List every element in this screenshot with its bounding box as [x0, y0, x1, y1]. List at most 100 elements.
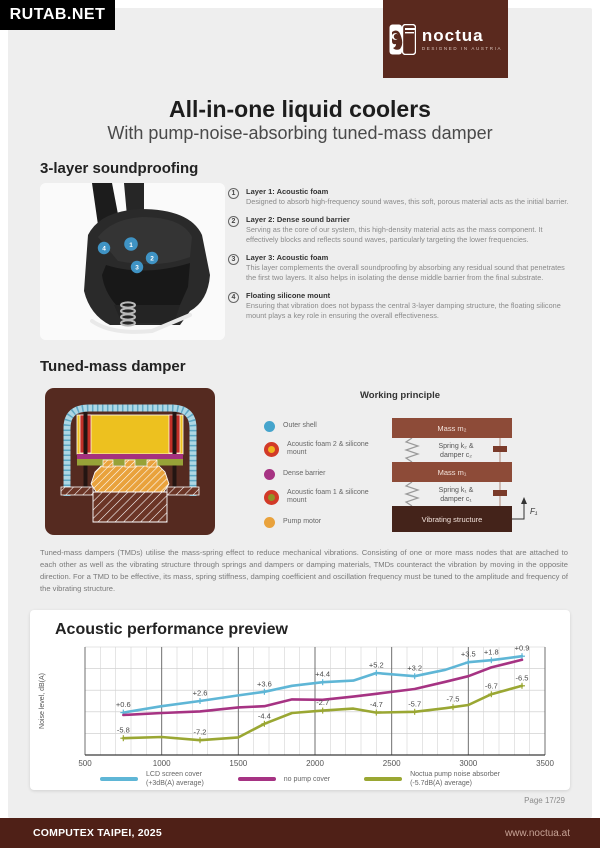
tmd-cross-section-panel	[45, 388, 215, 540]
mass1-bar	[392, 462, 512, 482]
wp-legend-label: Pump motor	[283, 518, 322, 526]
force-label: F₁	[530, 507, 538, 516]
vibrating-structure-bar	[392, 506, 512, 532]
legend-swatch	[237, 777, 276, 782]
wp-legend-label: Dense barrier	[283, 470, 326, 478]
brand-name: noctua	[421, 26, 484, 45]
wp-legend-label: Acoustic foam 1 & silicone mount	[287, 489, 369, 505]
force-arrow	[521, 497, 527, 504]
data-label: -6.7	[485, 682, 498, 691]
svg-text:3: 3	[135, 265, 139, 272]
soundproofing-item-2: 2 Layer 2: Dense sound barrier Serving as …	[228, 215, 570, 244]
wp-legend-row: Outer shell	[264, 421, 386, 432]
series-line	[122, 654, 524, 714]
pump-photo: 4 1 2 3	[40, 183, 225, 340]
data-label: +4.4	[315, 670, 330, 679]
wp-legend-row: Dense barrier	[264, 469, 386, 480]
x-tick-label: 3000	[459, 759, 477, 768]
mass1-label: Mass m₁	[438, 468, 467, 477]
chart-legend: LCD screen cover (+3dB(A) average) no pump…	[30, 770, 570, 788]
x-tick-label: 3500	[536, 759, 554, 768]
data-label: -4.4	[258, 711, 271, 720]
wp-legend-row: Acoustic foam 2 & silicone mount	[264, 441, 386, 458]
data-label: +2.6	[193, 689, 208, 698]
data-label: -5.8	[117, 726, 130, 735]
item-title: Floating silicone mount	[246, 291, 331, 301]
mass2-label: Mass m₂	[437, 424, 466, 433]
legend-text: Noctua pump noise absorber (-5.7dB(A) ave…	[410, 771, 500, 788]
soundproofing-item-3: 3 Layer 3: Acoustic foam This layer comple…	[228, 253, 570, 282]
series-line	[122, 684, 524, 742]
data-label: +3.5	[461, 650, 476, 659]
working-principle-diagram: Mass m₂ Spring k₂ & damper c₂ Mass m₁ Sp…	[382, 410, 550, 545]
soundproofing-item-1: 1 Layer 1: Acoustic foam Designed to absor…	[228, 187, 570, 206]
soundproofing-list: 1 Layer 1: Acoustic foam Designed to absor…	[228, 187, 570, 320]
item-description: Ensuring that vibration does not bypass …	[246, 301, 561, 320]
item-title: Layer 3: Acoustic foam	[246, 253, 329, 263]
data-label: +5.2	[369, 661, 384, 670]
pump-marker-1: 1	[124, 237, 138, 251]
wp-legend-row: Pump motor	[264, 517, 386, 528]
pump-marker-4: 4	[97, 241, 111, 255]
data-label: +1.8	[484, 648, 499, 657]
legend-text: LCD screen cover (+3dB(A) average)	[146, 771, 204, 788]
data-label: +3.2	[407, 664, 422, 673]
data-label: -5.7	[408, 699, 421, 708]
vibrating-structure-label: Vibrating structure	[422, 515, 483, 524]
data-label: -7.2	[194, 728, 207, 737]
magenta-dot-icon	[264, 469, 275, 480]
x-tick-label: 2000	[306, 759, 324, 768]
pump-photo-panel: 4 1 2 3	[40, 183, 225, 340]
noctua-owl-icon	[389, 23, 416, 55]
svg-text:2: 2	[150, 256, 154, 263]
spring2-label-2: damper c₂	[440, 452, 472, 459]
mass2-bar	[392, 418, 512, 438]
spring1-label-2: damper c₁	[440, 496, 472, 503]
page-number: Page 17/29	[524, 796, 565, 805]
footer-url[interactable]: www.noctua.at	[504, 827, 570, 839]
y-axis-label: Noise level, dB(A)	[39, 673, 46, 729]
item-title: Layer 2: Dense sound barrier	[246, 215, 350, 225]
x-tick-label: 2500	[383, 759, 401, 768]
working-principle-title: Working principle	[359, 390, 441, 401]
wp-legend-row: Acoustic foam 1 & silicone mount	[264, 489, 386, 506]
page-subtitle: With pump-noise-absorbing tuned-mass dam…	[107, 123, 493, 143]
item-title: Layer 1: Acoustic foam	[246, 187, 329, 196]
series-line	[122, 658, 524, 717]
brand-tagline: DESIGNED IN AUSTRIA	[421, 46, 503, 51]
chart-legend-item: Noctua pump noise absorber (-5.7dB(A) ave…	[364, 770, 500, 788]
footer-event: COMPUTEX TAIPEI, 2025	[33, 827, 162, 839]
tmd-paragraph: Tuned-mass dampers (TMDs) utilise the ma…	[40, 548, 568, 593]
watermark-badge: RUTAB.NET	[0, 0, 115, 30]
data-label: -6.5	[516, 673, 529, 682]
orange-dot-icon	[264, 517, 275, 528]
pump-marker-3: 3	[130, 260, 144, 274]
soundproofing-item-4: 4 Floating silicone mount Ensuring that vi…	[228, 291, 570, 320]
tmd-cross-section-diagram	[45, 388, 215, 535]
wp-legend-label: Acoustic foam 2 & silicone mount	[287, 441, 369, 457]
red-ring-icon	[264, 489, 279, 505]
item-description: Designed to absorb high-frequency sound …	[246, 196, 569, 206]
acoustic-chart: 500 1000 1500 2000 2500 3000 3500 Noise level, …	[39, 644, 554, 768]
data-label: -7.5	[447, 695, 460, 704]
data-label: -4.7	[370, 700, 383, 709]
tmd-heading: Tuned-mass damper	[40, 358, 186, 375]
data-label: -2.7	[316, 698, 329, 707]
footer-bar: COMPUTEX TAIPEI, 2025 www.noctua.at	[0, 818, 600, 848]
item-description: This layer complements the overall sound…	[246, 263, 565, 282]
data-label: +0.6	[116, 700, 131, 709]
legend-swatch	[364, 777, 403, 782]
blue-dot-icon	[264, 421, 275, 432]
wp-legend-label: Outer shell	[283, 422, 317, 430]
data-label: +0.9	[515, 644, 530, 653]
noctua-logo-box: noctua DESIGNED IN AUSTRIA	[383, 0, 508, 78]
item-number-badge: 1	[228, 188, 239, 199]
watermark-text: RUTAB.NET	[9, 6, 106, 23]
x-tick-label: 1000	[153, 759, 171, 768]
pump-marker-2: 2	[145, 251, 159, 265]
x-tick-label: 500	[78, 759, 92, 768]
legend-swatch	[100, 777, 138, 782]
item-description: Serving as the core of our system, this …	[246, 225, 543, 244]
item-number-badge: 2	[228, 216, 239, 228]
legend-text: no pump cover	[283, 775, 331, 783]
